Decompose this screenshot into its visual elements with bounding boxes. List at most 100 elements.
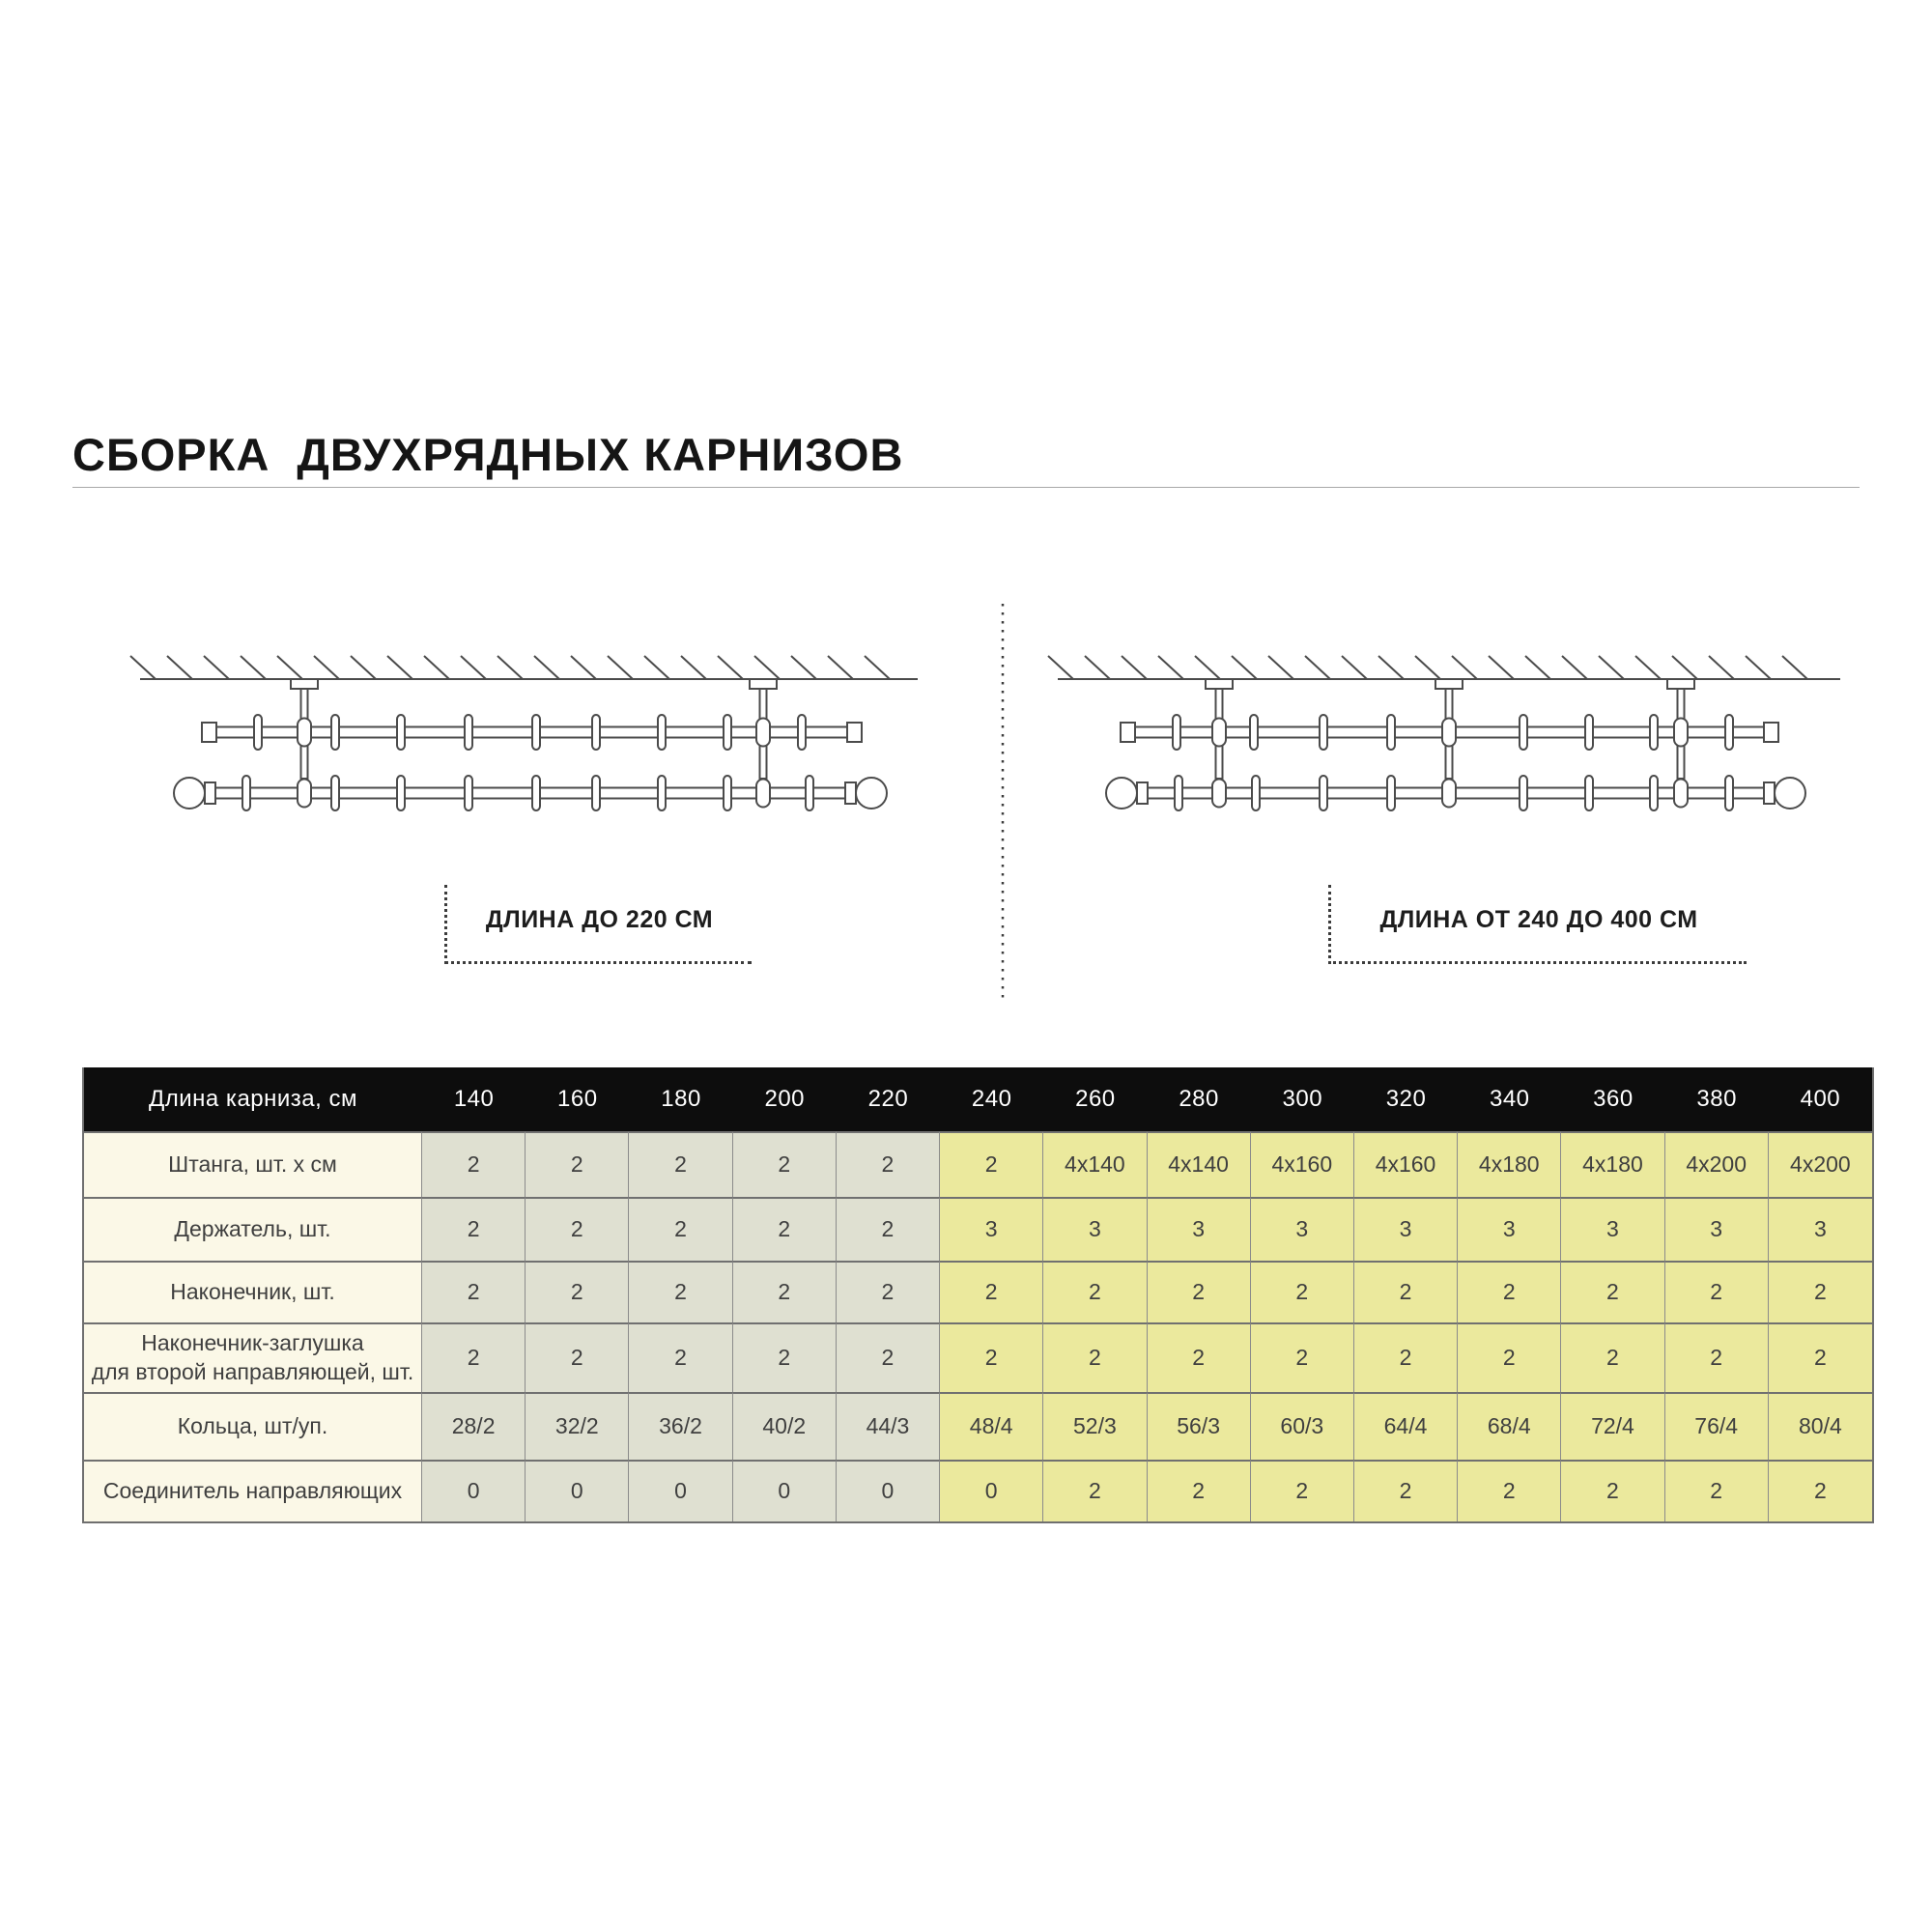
column-header: 240 (940, 1067, 1044, 1131)
curtain-ring (464, 775, 473, 811)
value-cell: 2 (732, 1197, 837, 1261)
curtain-ring (797, 714, 807, 751)
end-cap (846, 722, 863, 743)
curtain-ring (464, 714, 473, 751)
value-cell: 2 (422, 1261, 526, 1322)
value-cell: 2 (836, 1131, 941, 1197)
bracket-plate (749, 678, 778, 690)
bracket-stem (1676, 688, 1686, 722)
column-header: 320 (1353, 1067, 1459, 1131)
value-cell: 2 (1561, 1322, 1665, 1392)
ceiling-hatch (1451, 655, 1478, 680)
value-cell: 2 (1458, 1261, 1562, 1322)
value-cell: 3 (940, 1197, 1044, 1261)
curtain-ring (1519, 714, 1528, 751)
value-cell: 4x140 (1043, 1131, 1148, 1197)
value-cell: 0 (940, 1460, 1044, 1521)
value-cell: 44/3 (836, 1392, 941, 1460)
curtain-ring (1172, 714, 1181, 751)
value-cell: 2 (1768, 1322, 1872, 1392)
value-cell: 2 (1353, 1322, 1459, 1392)
ceiling-hatch (386, 655, 413, 680)
curtain-ring (1584, 775, 1594, 811)
row-label: Соединитель направляющих (84, 1460, 422, 1521)
row-label: Штанга, шт. х см (84, 1131, 422, 1197)
curtain-ring (723, 714, 732, 751)
ceiling-hatch (1524, 655, 1551, 680)
column-header: 160 (526, 1067, 630, 1131)
parts-table: Длина карниза, см 140 160 180 200 220 240 260 28… (82, 1067, 1874, 1523)
value-cell: 4x140 (1147, 1131, 1251, 1197)
ceiling-hatch (1488, 655, 1515, 680)
value-cell: 2 (1147, 1322, 1251, 1392)
ceiling-hatch (313, 655, 340, 680)
bracket-stem (758, 744, 768, 780)
value-cell: 2 (1250, 1460, 1354, 1521)
bracket-plate (1205, 678, 1234, 690)
bracket-holder (1673, 778, 1689, 809)
value-cell: 0 (732, 1460, 837, 1521)
bracket-plate (1435, 678, 1463, 690)
value-cell: 2 (1768, 1261, 1872, 1322)
ceiling-hatch (350, 655, 377, 680)
value-cell: 32/2 (526, 1392, 630, 1460)
curtain-ring (1724, 775, 1734, 811)
value-cell: 2 (940, 1261, 1044, 1322)
ceiling-hatch (1781, 655, 1808, 680)
value-cell: 4x160 (1250, 1131, 1354, 1197)
ceiling-hatch (753, 655, 781, 680)
curtain-ring (591, 714, 601, 751)
value-cell: 2 (629, 1261, 733, 1322)
curtain-ring (1649, 775, 1659, 811)
left-cornice-diagram (129, 655, 918, 811)
value-cell: 64/4 (1353, 1392, 1459, 1460)
bracket-stem (1214, 744, 1224, 780)
curtain-ring (1519, 775, 1528, 811)
value-cell: 2 (1147, 1460, 1251, 1521)
curtain-ring (657, 714, 667, 751)
value-cell: 2 (422, 1131, 526, 1197)
bracket-holder (1441, 778, 1457, 809)
right-caption-bracket: ДЛИНА ОТ 240 ДО 400 СМ (1328, 885, 1747, 964)
value-cell: 2 (1664, 1460, 1769, 1521)
ball-finial (173, 777, 206, 810)
ceiling-hatch (1121, 655, 1148, 680)
value-cell: 3 (1768, 1197, 1872, 1261)
ceiling-hatch (1267, 655, 1294, 680)
value-cell: 0 (526, 1460, 630, 1521)
value-cell: 3 (1561, 1197, 1665, 1261)
ceiling-hatch (1194, 655, 1221, 680)
ceiling-hatch (680, 655, 707, 680)
value-cell: 2 (1458, 1460, 1562, 1521)
ceiling-hatch (1084, 655, 1111, 680)
ceiling-hatch (1634, 655, 1662, 680)
value-cell: 68/4 (1458, 1392, 1562, 1460)
bracket-holder (297, 778, 312, 809)
value-cell: 52/3 (1043, 1392, 1148, 1460)
value-cell: 3 (1043, 1197, 1148, 1261)
ceiling-hatch (1745, 655, 1772, 680)
ceiling-hatch (1231, 655, 1258, 680)
row-label: Кольца, шт/уп. (84, 1392, 422, 1460)
column-header: 220 (836, 1067, 941, 1131)
value-cell: 2 (526, 1131, 630, 1197)
value-cell: 2 (1353, 1261, 1459, 1322)
ball-finial (855, 777, 888, 810)
value-cell: 2 (732, 1261, 837, 1322)
ceiling-hatch (1047, 655, 1074, 680)
curtain-ring (1724, 714, 1734, 751)
value-cell: 56/3 (1147, 1392, 1251, 1460)
column-header: 260 (1043, 1067, 1148, 1131)
ball-finial (1105, 777, 1138, 810)
bracket-stem (299, 744, 309, 780)
ceiling-hatch (1157, 655, 1184, 680)
value-cell: 2 (1043, 1322, 1148, 1392)
ceiling-hatch (1341, 655, 1368, 680)
value-cell: 76/4 (1664, 1392, 1769, 1460)
value-cell: 2 (1561, 1460, 1665, 1521)
bracket-stem (1214, 688, 1224, 722)
ceiling-hatch (203, 655, 230, 680)
curtain-ring (1386, 775, 1396, 811)
value-cell: 4x180 (1561, 1131, 1665, 1197)
